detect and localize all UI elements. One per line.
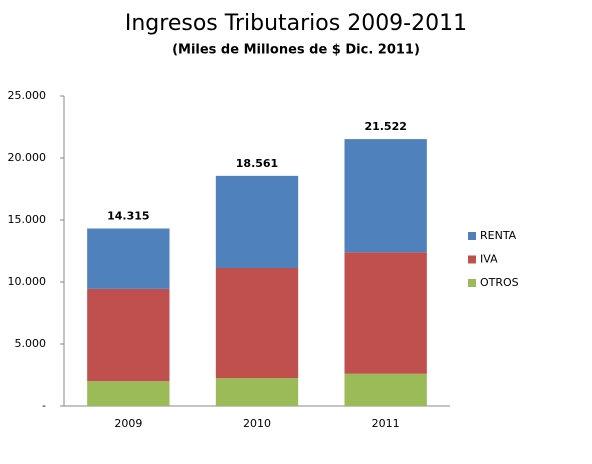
legend-swatch: [468, 255, 476, 264]
bar-segment: [87, 228, 170, 289]
legend-swatch: [468, 232, 476, 240]
bar-segment: [215, 378, 299, 406]
legend-label: IVA: [480, 253, 498, 266]
x-tick-label: 2010: [243, 417, 271, 430]
legend-swatch: [468, 279, 476, 287]
bar-segment: [87, 288, 170, 382]
bar-segment: [215, 175, 299, 268]
bar-segment: [215, 267, 299, 379]
bar-segment: [87, 381, 170, 406]
bar-segment: [344, 252, 427, 374]
x-tick-label: 2011: [372, 417, 400, 430]
x-tick-label: 2009: [114, 417, 142, 430]
y-tick-label: 25.000: [8, 89, 47, 102]
bar-segment: [344, 373, 427, 406]
total-label: 18.561: [236, 157, 278, 170]
y-tick-label: 20.000: [8, 151, 47, 164]
y-tick-label: 15.000: [8, 213, 47, 226]
y-tick-label: 5.000: [15, 337, 47, 350]
chart-title: Ingresos Tributarios 2009-2011: [125, 11, 467, 36]
bar-segment: [344, 139, 427, 253]
legend-label: RENTA: [480, 229, 517, 242]
total-label: 21.522: [364, 120, 406, 133]
y-tick-label: -: [42, 399, 46, 412]
legend-label: OTROS: [480, 276, 519, 289]
y-tick-label: 10.000: [8, 275, 47, 288]
chart-subtitle: (Miles de Millones de $ Dic. 2011): [172, 43, 420, 58]
total-label: 14.315: [107, 209, 149, 222]
